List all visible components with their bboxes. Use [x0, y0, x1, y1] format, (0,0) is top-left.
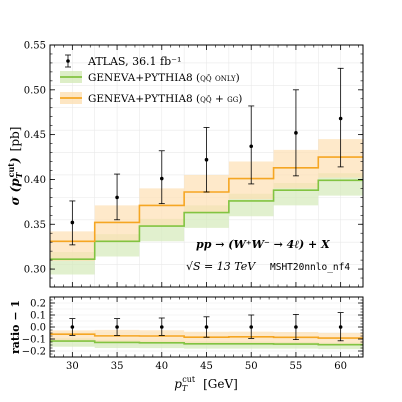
y-tick-label: 0.50 [24, 85, 46, 96]
main-y-axis: 0.30 0.35 0.40 0.45 0.50 0.55 [24, 41, 363, 288]
main-x-ticks [54, 45, 359, 287]
y-tick-label: 0.0 [30, 323, 46, 334]
data-point [204, 325, 209, 329]
data-point [338, 116, 343, 121]
energy-annotation: √S = 13 TeV [186, 260, 256, 273]
data-point [249, 325, 254, 329]
data-point [204, 157, 209, 162]
y-tick-label: 0.30 [24, 265, 46, 276]
data-point [115, 195, 119, 200]
y-tick-label: 0.1 [30, 311, 46, 322]
x-tick-label: 35 [111, 361, 124, 372]
prediction-line [50, 179, 363, 261]
legend-label-data: ATLAS, 36.1 fb⁻¹ [87, 55, 181, 68]
uncertainty-band [50, 139, 363, 262]
pdf-annotation: MSHT20nnlo_nf4 [270, 262, 350, 273]
data-point [115, 325, 119, 329]
main-data-points [69, 67, 344, 246]
main-y-axis-label: σ (pTcut)[pb] [6, 127, 24, 206]
x-tick-label: 55 [290, 361, 303, 372]
ratio-y-axis-label: ratio − 1 [9, 300, 22, 354]
y-tick-label: 0.2 [30, 299, 46, 310]
main-plot-panel: pp → (W⁺W⁻ → 4ℓ) + X √S = 13 TeV MSHT20n… [6, 41, 364, 288]
legend-data-marker [66, 59, 70, 63]
ratio-plot-panel: −0.2−0.10.00.10.2 30 35 40 45 50 55 60 ratio −… [9, 296, 364, 393]
legend-label-series: GENEVA+PYTHIA8 (qq̄ + gg) [88, 93, 242, 105]
main-uncertainty-bands [50, 139, 363, 275]
x-axis-label: pTcut [GeV] [174, 375, 238, 393]
legend: ATLAS, 36.1 fb⁻¹ GENEVA+PYTHIA8 (qq̄ only… [60, 54, 242, 105]
y-tick-label: 0.35 [24, 220, 46, 231]
ratio-x-axis: 30 35 40 45 50 55 60 [54, 297, 359, 372]
y-tick-label: 0.40 [24, 175, 46, 186]
data-point [70, 220, 75, 225]
y-tick-label: 0.55 [24, 41, 46, 52]
x-tick-label: 50 [245, 361, 258, 372]
ratio-y-axis: −0.2−0.10.00.10.2 [22, 296, 363, 358]
data-point [70, 325, 75, 329]
x-tick-label: 30 [66, 361, 79, 372]
data-point [294, 131, 298, 135]
x-tick-label: 40 [155, 361, 168, 372]
data-point [294, 325, 298, 329]
y-tick-label: 0.45 [24, 130, 46, 141]
prediction-line [50, 340, 363, 346]
y-tick-label: −0.2 [22, 347, 46, 358]
y-tick-label: −0.1 [22, 335, 46, 346]
data-point [159, 176, 164, 181]
data-point [249, 144, 254, 149]
x-tick-label: 45 [200, 361, 213, 372]
uncertainty-band [50, 173, 363, 275]
x-tick-label: 60 [334, 361, 347, 372]
ratio-data-points [69, 312, 344, 342]
legend-label-series: GENEVA+PYTHIA8 (qq̄ only) [88, 72, 240, 84]
data-point [338, 325, 343, 329]
main-annotations: pp → (W⁺W⁻ → 4ℓ) + X √S = 13 TeV MSHT20n… [186, 238, 350, 273]
data-point [159, 325, 164, 329]
process-annotation: pp → (W⁺W⁻ → 4ℓ) + X [196, 238, 330, 251]
